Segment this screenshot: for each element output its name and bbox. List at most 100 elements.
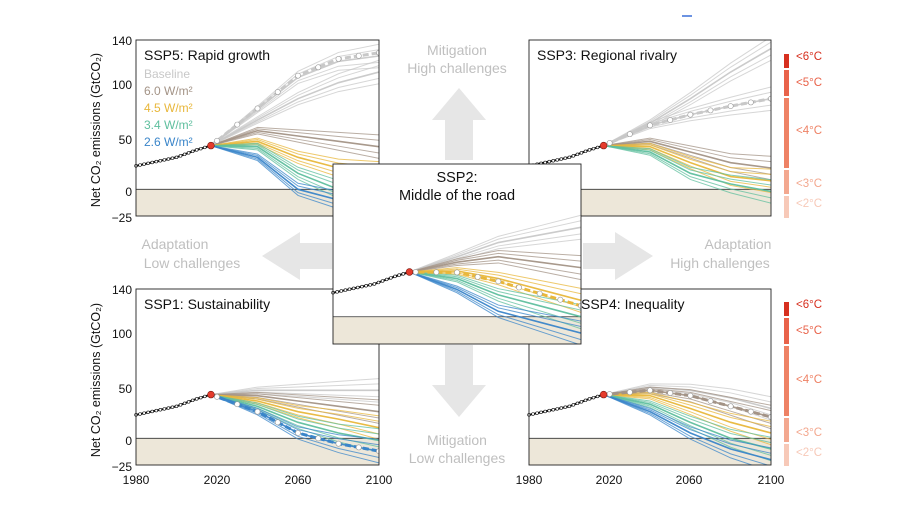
marker-point — [667, 390, 674, 396]
history-point — [567, 155, 572, 160]
series-line — [210, 394, 379, 440]
series-line — [409, 267, 581, 289]
y-tick-label: 0 — [125, 185, 132, 199]
temp-label-4: <4°C — [796, 125, 822, 137]
x-tick-label: 2100 — [758, 473, 785, 487]
marker-point — [355, 52, 362, 59]
series-line — [210, 383, 379, 396]
current-emissions-point — [207, 141, 215, 150]
y-axis-label-bottom: Net CO₂ emissions (GtCO₂) — [89, 303, 103, 457]
y-tick-label: −25 — [112, 460, 133, 474]
marker-point — [454, 269, 460, 276]
series-line — [409, 271, 580, 344]
title-band — [334, 165, 580, 211]
marker-point — [667, 117, 674, 123]
history-point — [166, 406, 171, 410]
panel-title-ssp3: SSP3: Regional rivalry — [537, 47, 677, 63]
x-ticks-right: 1980 2020 2060 2100 — [516, 473, 785, 487]
history-point — [579, 151, 584, 155]
history-point — [397, 273, 401, 277]
history-point — [401, 272, 405, 276]
history-point — [555, 158, 559, 162]
series-line — [603, 109, 771, 147]
marker-point — [557, 296, 564, 303]
history-point — [150, 160, 154, 165]
marker-point — [516, 284, 522, 291]
series-line — [210, 129, 379, 148]
negative-emissions-zone — [333, 316, 581, 344]
marker-point — [214, 137, 220, 144]
series-line — [603, 140, 771, 169]
marker-point — [274, 419, 281, 426]
series-line — [409, 214, 581, 273]
history-point — [587, 148, 592, 152]
panel-frame — [528, 39, 772, 217]
marker-point — [274, 89, 281, 95]
series-line — [603, 394, 771, 449]
series-line — [409, 255, 581, 273]
series-line — [603, 142, 771, 170]
series-group — [409, 214, 581, 344]
history-point — [195, 397, 199, 401]
y-tick-label: 140 — [112, 34, 132, 48]
history-point — [360, 284, 364, 289]
legend-4-5: 4.5 W/m² — [144, 101, 193, 115]
marker-point — [355, 444, 362, 451]
history-point — [364, 284, 368, 288]
x-tick-label: 2100 — [366, 473, 393, 487]
series-line — [603, 386, 771, 406]
history-point — [182, 152, 187, 157]
series-line — [210, 393, 379, 413]
history-point — [158, 159, 163, 163]
y-ticks-bottom: 140 100 50 0 −25 — [112, 283, 133, 474]
series-line — [409, 271, 581, 330]
current-emissions-point — [599, 390, 608, 399]
history-point — [186, 151, 191, 155]
marker-point — [707, 107, 714, 114]
panel-title-ssp4: SSP4: Inequality — [581, 296, 685, 312]
panel-frame — [135, 39, 380, 217]
temp-bar-5 — [784, 70, 789, 96]
marker-point — [495, 278, 502, 285]
temp-label-6: <6°C — [796, 51, 822, 63]
history-point — [579, 400, 584, 404]
series-line — [210, 393, 379, 429]
series-line — [603, 144, 771, 182]
mitigation-high-line1: Mitigation — [427, 42, 487, 58]
history-point — [591, 146, 596, 151]
current-emissions-point — [599, 141, 608, 150]
series-line — [603, 137, 771, 157]
history-point — [142, 162, 146, 166]
history-point — [174, 404, 179, 409]
y-tick-label: 50 — [119, 133, 133, 147]
y-ticks-top: 140 100 50 0 −25 — [112, 34, 133, 225]
series-line — [603, 393, 771, 461]
y-tick-label: −25 — [112, 211, 133, 225]
history-point — [351, 286, 356, 291]
history-point — [393, 274, 397, 279]
panel-title-ssp2-code: SSP2: — [436, 170, 477, 186]
series-line — [210, 394, 379, 422]
marker-point — [315, 435, 322, 442]
series-line — [603, 144, 771, 193]
marker-point — [295, 430, 301, 436]
panel-title-ssp2-name: Middle of the road — [399, 188, 515, 204]
history-point — [555, 407, 559, 411]
history-point — [583, 398, 588, 403]
panel-frame — [528, 288, 772, 466]
history-point — [162, 407, 167, 411]
marker-point — [335, 440, 342, 447]
history-point — [170, 405, 175, 409]
history-point — [368, 283, 372, 287]
y-tick-label: 100 — [112, 327, 132, 341]
marker-point — [578, 302, 581, 309]
x-tick-label: 2020 — [204, 473, 231, 487]
history-point — [372, 282, 377, 286]
legend: Baseline 6.0 W/m² 4.5 W/m² 3.4 W/m² 2.6 … — [144, 67, 193, 149]
history-point — [178, 154, 183, 158]
panel-frame — [332, 163, 582, 345]
history-point — [199, 146, 203, 151]
marker-point — [747, 408, 754, 415]
history-point — [575, 152, 580, 157]
